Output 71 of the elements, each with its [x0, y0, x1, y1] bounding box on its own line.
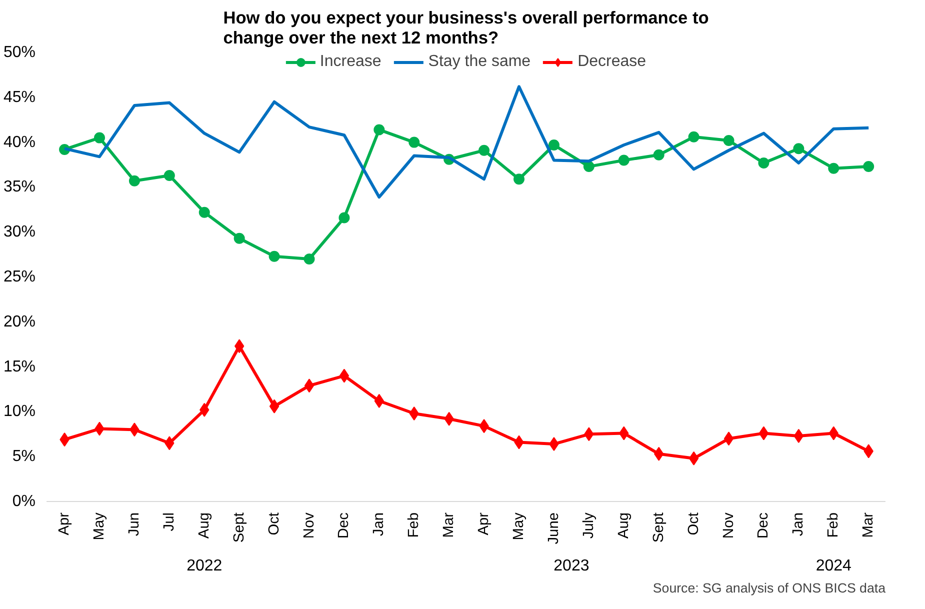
- x-tick-label: Jul: [161, 512, 178, 532]
- point: [828, 162, 840, 174]
- point: [408, 136, 420, 148]
- text: 2022: [186, 558, 222, 574]
- y-tick-label: 25%: [3, 268, 36, 286]
- x-tick-label: Jan: [371, 512, 388, 536]
- point: [338, 212, 350, 224]
- x-tick-label: Dec: [756, 512, 772, 539]
- chart-title: How do you expect your business's overall performance to change over the next 12 months?: [223, 8, 709, 48]
- x-tick-label: Feb: [826, 512, 842, 538]
- x-tick-label: Dec: [336, 512, 352, 539]
- point: [548, 140, 560, 150]
- point: [758, 157, 770, 168]
- point: [304, 378, 314, 393]
- point: [269, 399, 280, 414]
- x-tick-label: May: [511, 512, 527, 540]
- x-tick-label: May: [92, 512, 108, 540]
- x-tick-label: Apr: [56, 512, 73, 536]
- point: [94, 132, 105, 144]
- y-tick-label: 45%: [3, 88, 36, 106]
- y-tick-label: 50%: [3, 44, 36, 61]
- x-tick-label: July: [580, 512, 597, 539]
- point: [339, 368, 350, 383]
- x-tick-label: Nov: [720, 512, 737, 539]
- x-tick-label: Feb: [406, 512, 422, 538]
- x-tick-label: Aug: [616, 512, 632, 539]
- point: [653, 149, 664, 160]
- point: [128, 175, 140, 186]
- x-tick-label: Nov: [301, 512, 318, 539]
- point: [793, 143, 804, 154]
- x-tick-label: Oct: [266, 512, 282, 536]
- point: [688, 451, 699, 466]
- source-note: Source: SG analysis of ONS BICS data: [652, 580, 886, 596]
- point: [583, 161, 594, 172]
- y-tick-label: 35%: [3, 178, 36, 196]
- y-tick-label: 0%: [12, 493, 36, 510]
- point: [304, 254, 315, 265]
- x-tick-label: Sept: [231, 512, 248, 543]
- y-tick-label: 15%: [3, 358, 36, 376]
- x-tick-label: Jan: [790, 512, 807, 536]
- x-tick-label: Sept: [650, 512, 667, 543]
- x-tick-label: Mar: [860, 512, 877, 538]
- x-tick-label: Aug: [196, 512, 212, 539]
- y-tick-label: 40%: [3, 134, 36, 151]
- legend-label: Increase: [320, 53, 382, 71]
- x-tick-label: Mar: [441, 512, 458, 538]
- point: [618, 154, 630, 166]
- legend-label: Decrease: [578, 53, 646, 71]
- y-tick-label: 30%: [3, 224, 36, 241]
- y-tick-label: 20%: [3, 313, 36, 330]
- text: 2024: [816, 558, 852, 574]
- point: [374, 124, 385, 136]
- x-tick-label: Apr: [476, 512, 492, 536]
- x-tick-label: Jun: [126, 512, 142, 536]
- point: [688, 131, 700, 142]
- point: [514, 174, 524, 185]
- y-tick-label: 5%: [12, 448, 36, 466]
- point: [724, 432, 734, 446]
- point: [164, 170, 175, 182]
- point: [198, 206, 210, 218]
- point: [723, 135, 734, 146]
- x-tick-label: June: [546, 512, 562, 544]
- point: [863, 161, 874, 172]
- point: [234, 232, 245, 244]
- legend-label: Stay the same: [428, 53, 531, 71]
- text: 2023: [554, 558, 590, 574]
- point: [268, 250, 280, 262]
- y-tick-label: 10%: [3, 403, 36, 420]
- point: [758, 426, 769, 440]
- x-tick-label: Oct: [686, 512, 702, 536]
- point: [478, 144, 490, 156]
